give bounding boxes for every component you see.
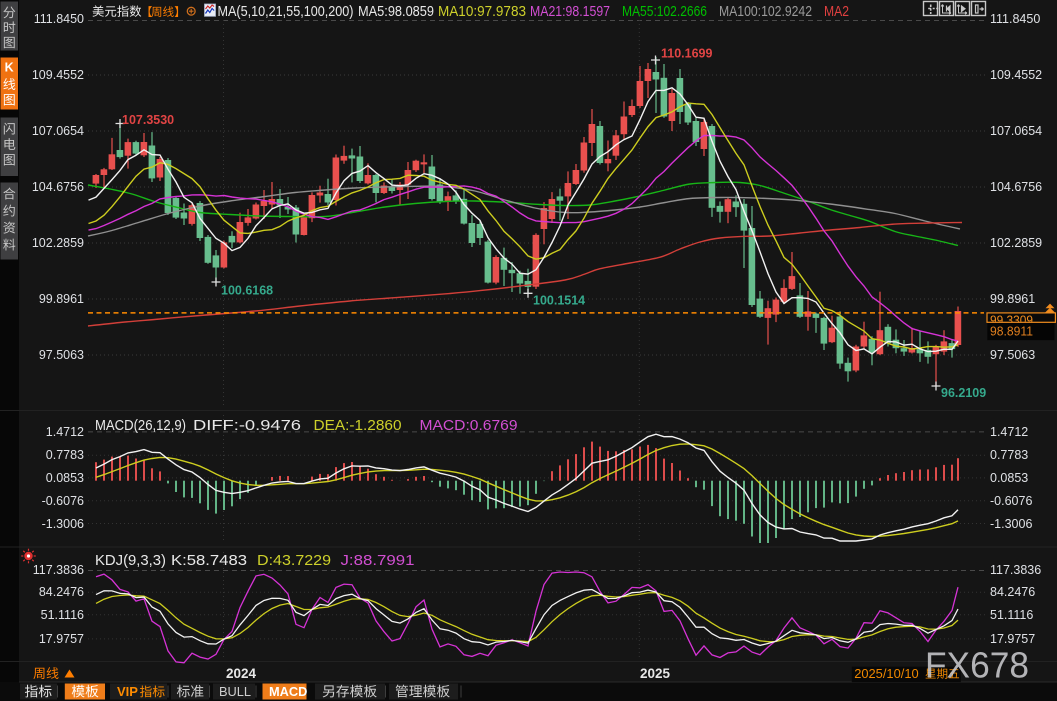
svg-text:-0.6076: -0.6076 xyxy=(42,494,84,508)
svg-text:99.8961: 99.8961 xyxy=(39,292,84,306)
svg-text:102.2859: 102.2859 xyxy=(32,236,84,250)
svg-text:K: K xyxy=(5,61,14,75)
svg-text:MA(5,10,21,55,100,200): MA(5,10,21,55,100,200) xyxy=(218,4,354,20)
svg-text:2025/10/10: 2025/10/10 xyxy=(854,666,919,681)
svg-text:84.2476: 84.2476 xyxy=(990,585,1035,599)
svg-text:MA21:98.1597: MA21:98.1597 xyxy=(530,4,610,20)
svg-text:107.0654: 107.0654 xyxy=(32,124,84,138)
svg-text:107.3530: 107.3530 xyxy=(122,113,174,127)
svg-text:K:58.7483: K:58.7483 xyxy=(171,553,247,569)
svg-text:J:88.7991: J:88.7991 xyxy=(341,553,415,569)
svg-text:102.2859: 102.2859 xyxy=(990,236,1042,250)
svg-text:DIFF:-0.9476: DIFF:-0.9476 xyxy=(193,418,301,434)
svg-text:-1.3006: -1.3006 xyxy=(42,517,84,531)
svg-text:BULL: BULL xyxy=(219,684,251,699)
svg-text:MACD: MACD xyxy=(269,684,307,699)
svg-text:96.2109: 96.2109 xyxy=(941,386,986,400)
svg-text:109.4552: 109.4552 xyxy=(32,68,84,82)
svg-text:51.1116: 51.1116 xyxy=(990,608,1033,622)
svg-text:111.8450: 111.8450 xyxy=(990,12,1040,26)
svg-text:17.9757: 17.9757 xyxy=(39,632,84,646)
svg-text:110.1699: 110.1699 xyxy=(661,47,712,61)
svg-text:0.7783: 0.7783 xyxy=(46,448,84,462)
svg-text:0.0853: 0.0853 xyxy=(46,471,84,485)
svg-text:111.8450: 111.8450 xyxy=(34,12,84,26)
svg-text:DEA:-1.2860: DEA:-1.2860 xyxy=(314,418,402,434)
svg-text:51.1116: 51.1116 xyxy=(41,608,84,622)
svg-text:MA55:102.2666: MA55:102.2666 xyxy=(622,4,707,20)
svg-text:MACD(26,12,9): MACD(26,12,9) xyxy=(95,418,186,434)
svg-text:2025: 2025 xyxy=(640,666,671,681)
svg-text:MACD:0.6769: MACD:0.6769 xyxy=(420,418,518,434)
svg-text:-1.3006: -1.3006 xyxy=(990,517,1032,531)
svg-text:107.0654: 107.0654 xyxy=(990,124,1042,138)
svg-text:17.9757: 17.9757 xyxy=(990,632,1035,646)
svg-text:0.0853: 0.0853 xyxy=(990,471,1028,485)
svg-text:97.5063: 97.5063 xyxy=(39,348,84,362)
svg-text:98.8911: 98.8911 xyxy=(990,324,1033,339)
svg-text:MA100:102.9242: MA100:102.9242 xyxy=(719,4,812,20)
svg-text:117.3836: 117.3836 xyxy=(33,563,84,577)
svg-text:100.1514: 100.1514 xyxy=(533,294,585,308)
svg-text:FX678: FX678 xyxy=(925,645,1029,686)
svg-text:MA10:97.9783: MA10:97.9783 xyxy=(438,4,526,20)
svg-text:104.6756: 104.6756 xyxy=(32,180,84,194)
svg-text:2024: 2024 xyxy=(226,666,257,681)
svg-text:1.4712: 1.4712 xyxy=(990,425,1028,439)
svg-text:99.8961: 99.8961 xyxy=(990,292,1035,306)
svg-text:KDJ(9,3,3): KDJ(9,3,3) xyxy=(95,553,166,569)
svg-text:97.5063: 97.5063 xyxy=(990,348,1035,362)
svg-text:MA2: MA2 xyxy=(824,4,849,20)
svg-text:100.6168: 100.6168 xyxy=(221,284,273,298)
svg-text:D:43.7229: D:43.7229 xyxy=(257,553,331,569)
svg-text:1.4712: 1.4712 xyxy=(46,425,84,439)
svg-text:104.6756: 104.6756 xyxy=(990,180,1042,194)
svg-text:84.2476: 84.2476 xyxy=(39,585,84,599)
svg-text:109.4552: 109.4552 xyxy=(990,68,1042,82)
svg-text:0.7783: 0.7783 xyxy=(990,448,1028,462)
svg-text:117.3836: 117.3836 xyxy=(990,563,1041,577)
svg-text:VIP: VIP xyxy=(117,684,138,699)
svg-text:-0.6076: -0.6076 xyxy=(990,494,1032,508)
svg-text:99.3309: 99.3309 xyxy=(990,312,1033,327)
svg-text:MA5:98.0859: MA5:98.0859 xyxy=(358,4,434,20)
